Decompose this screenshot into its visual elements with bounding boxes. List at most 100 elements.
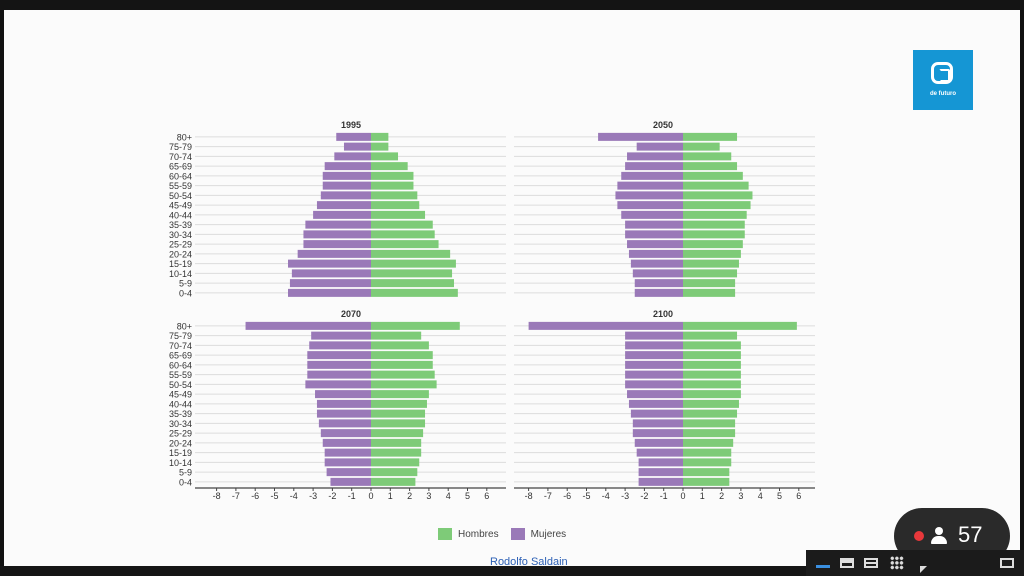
- popout-icon[interactable]: [1000, 558, 1014, 568]
- x-tick-label: 6: [796, 491, 801, 501]
- bar-mujeres: [307, 370, 371, 379]
- category-label: 80+: [177, 132, 192, 142]
- x-tick-label: -3: [621, 491, 629, 501]
- bar-hombres: [683, 351, 741, 360]
- participant-count: 57: [958, 522, 983, 547]
- bar-hombres: [371, 181, 414, 190]
- category-label: 55-59: [169, 370, 192, 380]
- bottom-bar: [0, 566, 1024, 576]
- category-label: 50-54: [169, 380, 192, 390]
- legend-label-hombres: Hombres: [458, 528, 499, 540]
- bar-hombres: [371, 152, 399, 161]
- logo: de futuro: [913, 50, 973, 110]
- x-tick-label: 4: [758, 491, 763, 501]
- bar-hombres: [371, 380, 437, 389]
- bar-mujeres: [288, 259, 371, 268]
- bar-hombres: [371, 419, 426, 428]
- bar-mujeres: [625, 230, 683, 239]
- person-icon: [930, 527, 948, 545]
- x-tick-label: -7: [232, 491, 240, 501]
- bar-mujeres: [627, 390, 683, 399]
- bar-mujeres: [303, 230, 371, 239]
- pointer-icon[interactable]: [920, 566, 927, 573]
- bar-hombres: [371, 210, 426, 219]
- category-label: 40-44: [169, 399, 192, 409]
- bar-mujeres: [336, 132, 371, 141]
- bar-mujeres: [634, 288, 683, 297]
- category-label: 5-9: [179, 279, 192, 289]
- bar-hombres: [683, 419, 736, 428]
- bar-hombres: [371, 438, 422, 447]
- category-label: 55-59: [169, 181, 192, 191]
- category-label: 20-24: [169, 438, 192, 448]
- bar-hombres: [371, 458, 420, 467]
- x-tick-label: -7: [544, 491, 552, 501]
- bar-hombres: [371, 240, 439, 249]
- bar-hombres: [371, 341, 429, 350]
- x-tick-label: -2: [328, 491, 336, 501]
- bar-hombres: [371, 331, 422, 340]
- minimize-icon[interactable]: [816, 565, 830, 568]
- bar-mujeres: [625, 360, 683, 369]
- category-label: 75-79: [169, 331, 192, 341]
- category-label: 75-79: [169, 142, 192, 152]
- bar-hombres: [683, 370, 741, 379]
- x-tick-label: 1: [700, 491, 705, 501]
- category-label: 10-14: [169, 269, 192, 279]
- category-label: 45-49: [169, 390, 192, 400]
- legend-swatch-hombres: [438, 528, 452, 540]
- x-tick-label: 5: [465, 491, 470, 501]
- bar-mujeres: [625, 380, 683, 389]
- bar-mujeres: [289, 279, 371, 288]
- bar-hombres: [683, 341, 741, 350]
- bar-hombres: [683, 380, 741, 389]
- x-tick-label: 0: [680, 491, 685, 501]
- category-label: 70-74: [169, 152, 192, 162]
- logo-caption: de futuro: [930, 91, 956, 97]
- bar-hombres: [683, 181, 749, 190]
- bar-mujeres: [632, 429, 683, 438]
- grid-view-icon[interactable]: [890, 556, 904, 570]
- bar-hombres: [683, 288, 736, 297]
- x-tick-label: -1: [660, 491, 668, 501]
- bar-mujeres: [636, 142, 683, 151]
- x-tick-label: 3: [738, 491, 743, 501]
- x-tick-label: 4: [446, 491, 451, 501]
- bar-hombres: [371, 259, 456, 268]
- bar-mujeres: [307, 360, 371, 369]
- bar-mujeres: [617, 201, 683, 210]
- panel-title: 2050: [653, 120, 673, 130]
- bar-mujeres: [625, 331, 683, 340]
- bar-hombres: [683, 142, 720, 151]
- bar-mujeres: [305, 380, 371, 389]
- panel-title: 1995: [341, 120, 361, 130]
- bar-hombres: [371, 477, 416, 486]
- category-label: 80+: [177, 321, 192, 331]
- category-label: 5-9: [179, 468, 192, 478]
- bar-mujeres: [288, 288, 371, 297]
- bar-mujeres: [313, 210, 371, 219]
- bar-mujeres: [316, 201, 371, 210]
- bar-mujeres: [621, 171, 683, 180]
- full-panel-icon[interactable]: [840, 558, 854, 568]
- category-label: 15-19: [169, 448, 192, 458]
- bar-mujeres: [625, 341, 683, 350]
- logo-mark-icon: [931, 62, 953, 84]
- x-tick-label: -3: [309, 491, 317, 501]
- category-label: 45-49: [169, 201, 192, 211]
- bar-mujeres: [598, 132, 683, 141]
- x-tick-label: -2: [640, 491, 648, 501]
- split-view-icon[interactable]: [864, 558, 878, 568]
- category-label: 15-19: [169, 259, 192, 269]
- category-label: 70-74: [169, 341, 192, 351]
- pyramid-panel: 2050: [514, 120, 815, 297]
- x-tick-label: 5: [777, 491, 782, 501]
- bar-mujeres: [322, 438, 371, 447]
- x-tick-label: 3: [426, 491, 431, 501]
- bar-hombres: [371, 201, 420, 210]
- legend-label-mujeres: Mujeres: [530, 528, 567, 540]
- bar-hombres: [683, 240, 743, 249]
- bar-hombres: [371, 162, 408, 171]
- bar-hombres: [371, 321, 460, 330]
- bar-mujeres: [630, 259, 683, 268]
